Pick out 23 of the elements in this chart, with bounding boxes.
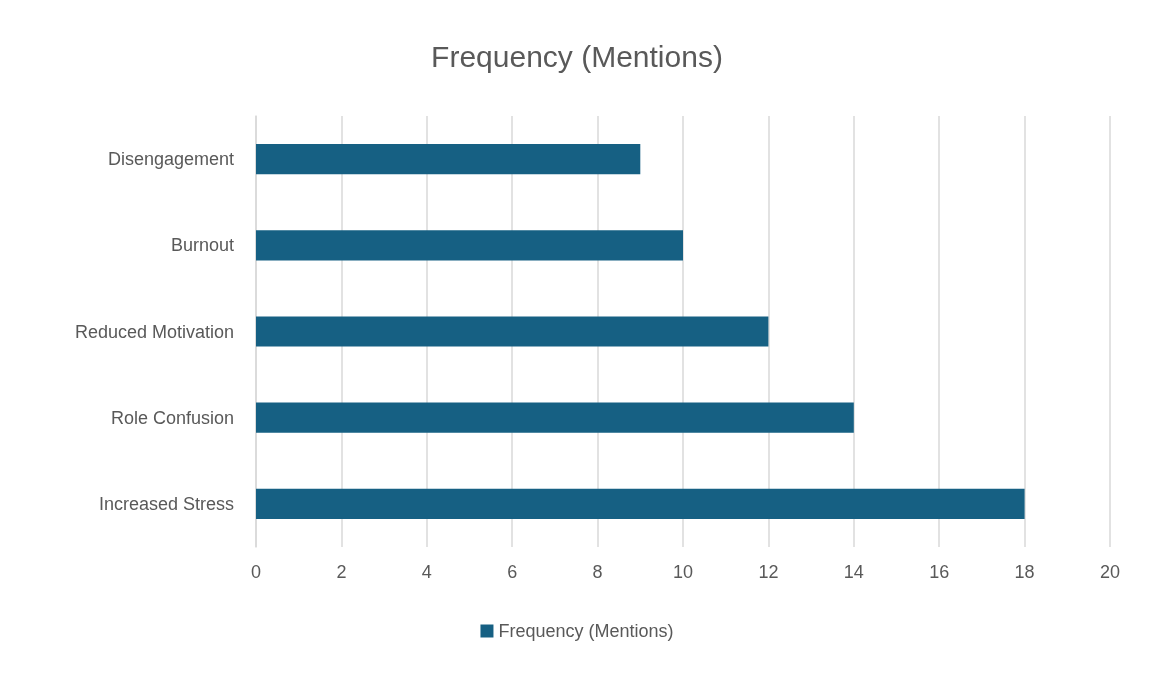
y-tick-label: Disengagement <box>107 149 234 170</box>
chart-title: Frequency (Mentions) <box>431 39 723 73</box>
x-tick-label: 20 <box>1099 562 1121 582</box>
x-tick-label: 4 <box>421 562 432 582</box>
x-tick-label: 0 <box>250 562 262 582</box>
y-tick-label: Reduced Motivation <box>74 321 234 342</box>
x-tick-label: 6 <box>507 562 518 582</box>
y-tick-label: Increased Stress <box>98 493 234 514</box>
x-tick-label: 14 <box>843 562 864 582</box>
bar <box>256 316 769 347</box>
x-tick-label: 10 <box>672 562 694 582</box>
x-tick-label: 8 <box>592 562 603 582</box>
x-tick-label: 16 <box>929 562 950 582</box>
legend-label: Frequency (Mentions) <box>498 621 674 641</box>
bar <box>256 144 641 175</box>
bar <box>256 230 683 261</box>
bar <box>256 402 854 433</box>
y-tick-label: Burnout <box>170 235 234 256</box>
x-tick-label: 12 <box>758 562 779 582</box>
y-tick-label: Role Confusion <box>110 407 234 428</box>
x-tick-label: 18 <box>1014 562 1035 582</box>
x-tick-label: 2 <box>336 562 347 582</box>
bar <box>256 488 1025 519</box>
